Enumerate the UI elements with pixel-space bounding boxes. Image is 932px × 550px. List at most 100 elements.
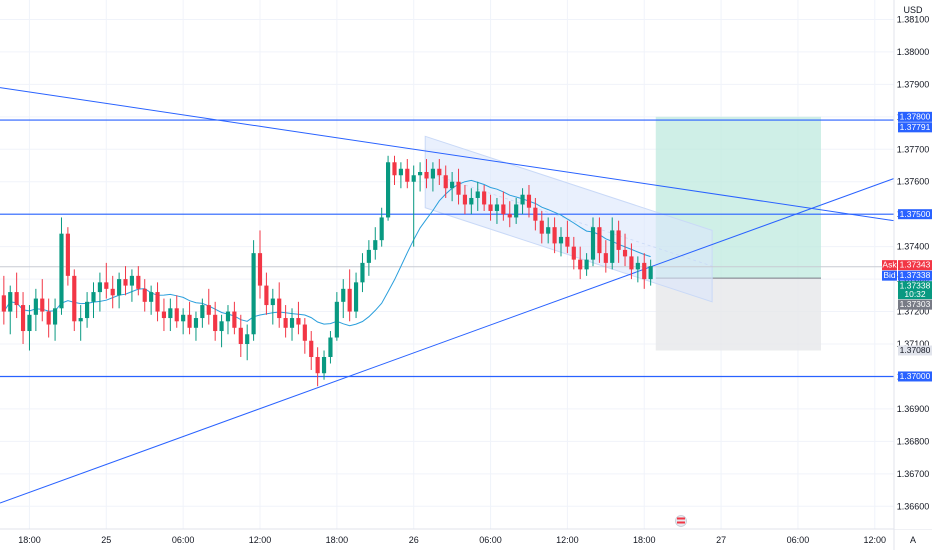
candle xyxy=(360,253,365,293)
candle-body xyxy=(309,340,314,357)
candle-body xyxy=(392,162,397,176)
candle-body xyxy=(514,204,519,218)
candle-body xyxy=(482,191,487,205)
candle-body xyxy=(52,308,58,325)
candle-body xyxy=(565,236,570,247)
candle xyxy=(91,282,96,319)
price-badge-value: 1.37000 xyxy=(900,371,931,381)
horizontal-levels[interactable] xyxy=(0,119,894,378)
candle-body xyxy=(334,301,339,338)
candle xyxy=(514,197,519,224)
candle xyxy=(347,269,352,322)
candle-body xyxy=(225,311,231,322)
price-badge-value: 1.37500 xyxy=(900,209,931,219)
candle xyxy=(520,188,525,215)
candle xyxy=(270,288,275,325)
candle xyxy=(20,292,26,345)
candle xyxy=(424,159,429,189)
candle-body xyxy=(187,314,192,328)
candle-body xyxy=(161,311,167,319)
time-axis[interactable]: 18:00 25 06:00 12:00 18:00 26 06:00 12:00 18:00 2… xyxy=(0,528,932,550)
candle-body xyxy=(78,318,83,322)
candle xyxy=(27,305,32,351)
price-badge-prefix: Ask xyxy=(882,260,897,270)
candle-body xyxy=(283,318,288,328)
candle-body xyxy=(635,262,640,270)
candle xyxy=(392,155,397,185)
candle-body xyxy=(117,279,122,296)
descending-channel[interactable] xyxy=(424,135,713,303)
price-badge: 1.37080 xyxy=(898,345,932,356)
trendlines[interactable] xyxy=(0,87,895,504)
candle-body xyxy=(289,318,295,328)
candle-body xyxy=(20,305,26,332)
price-badge-value: 1.37791 xyxy=(900,122,931,132)
candle-body xyxy=(206,305,211,315)
candle xyxy=(590,217,596,267)
candle xyxy=(225,305,231,335)
candle-body xyxy=(104,282,109,289)
candle-body xyxy=(277,298,282,319)
price-tick-label: 1.37400 xyxy=(897,242,930,252)
candle xyxy=(97,272,102,312)
candle xyxy=(546,217,551,244)
candle xyxy=(456,168,461,205)
candle xyxy=(315,347,320,387)
candle xyxy=(309,331,314,370)
candle-body xyxy=(424,172,429,179)
candle xyxy=(302,318,307,354)
candle xyxy=(450,172,455,202)
candle xyxy=(482,184,487,211)
candle xyxy=(219,314,224,348)
candle-body xyxy=(270,298,275,306)
candle xyxy=(321,350,327,380)
candle-body xyxy=(622,249,628,257)
candle xyxy=(558,227,564,257)
candle xyxy=(232,301,237,335)
candle-body xyxy=(65,233,70,276)
candle xyxy=(488,194,493,221)
price-badge: Ask 1.37343 xyxy=(882,260,932,271)
price-badge-countdown: 10:32 xyxy=(904,289,926,299)
candle xyxy=(334,292,339,341)
price-tick-label: 1.36800 xyxy=(897,436,930,446)
price-badge-bg xyxy=(898,299,932,310)
candle-body xyxy=(219,321,224,332)
candle xyxy=(533,197,538,231)
price-tick-label: 1.38100 xyxy=(897,14,930,24)
candle-body xyxy=(40,298,45,312)
candle xyxy=(129,269,135,302)
candle-body xyxy=(430,168,435,179)
candle-body xyxy=(616,230,621,250)
auto-scale-button[interactable]: A xyxy=(910,535,916,545)
candle-body xyxy=(648,266,653,280)
candle-body xyxy=(546,227,551,234)
trendline[interactable] xyxy=(0,87,895,222)
candle xyxy=(648,259,653,286)
candle-body xyxy=(373,240,378,250)
time-tick-label: 26 xyxy=(409,535,419,545)
price-badge-bg xyxy=(898,281,932,300)
candle xyxy=(565,220,570,254)
price-badge-bg xyxy=(898,122,932,133)
candle-body xyxy=(386,162,391,218)
candle xyxy=(283,305,288,338)
candle xyxy=(353,272,359,319)
trendline[interactable] xyxy=(0,178,895,504)
candle-body xyxy=(366,249,371,263)
candle-body xyxy=(149,292,154,302)
candle xyxy=(206,288,211,325)
candle-body xyxy=(379,217,384,241)
price-badge: 1.37500 xyxy=(898,209,932,220)
candle xyxy=(168,298,173,332)
candle-body xyxy=(302,324,307,341)
candle xyxy=(642,253,647,289)
time-tick-label: 06:00 xyxy=(172,535,195,545)
time-tick-label: 27 xyxy=(716,535,726,545)
flag-icon[interactable] xyxy=(675,515,687,527)
candle xyxy=(379,207,384,247)
candle-body xyxy=(437,168,442,176)
candle xyxy=(8,285,13,335)
